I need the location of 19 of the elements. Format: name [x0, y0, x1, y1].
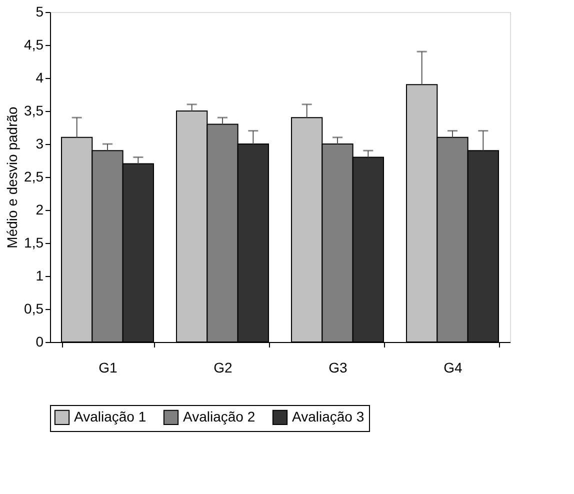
y-tick-label: 3,5	[24, 102, 44, 118]
y-tick-label: 0	[36, 334, 44, 350]
legend-label: Avaliação 1	[74, 408, 146, 424]
x-tick-label: G1	[98, 360, 118, 376]
x-tick-label: G4	[444, 360, 463, 376]
y-tick-label: 2	[36, 202, 44, 218]
x-tick-label: G3	[328, 360, 348, 376]
legend-label: Avaliação 2	[183, 408, 256, 424]
y-tick-label: 4,5	[24, 36, 44, 52]
y-tick-label: 4	[36, 70, 44, 86]
y-tick-label: 2,5	[24, 168, 44, 184]
y-tick-label: 1,5	[24, 234, 44, 250]
y-axis-title: Médio e desvio padrão	[4, 106, 20, 248]
y-tick-label: 3	[36, 136, 44, 152]
y-tick-label: 5	[36, 4, 44, 20]
y-tick-label: 1	[36, 268, 44, 284]
legend-label: Avaliação 3	[292, 408, 364, 424]
x-tick-label: G2	[214, 360, 233, 376]
y-tick-label: 0,5	[24, 300, 44, 316]
